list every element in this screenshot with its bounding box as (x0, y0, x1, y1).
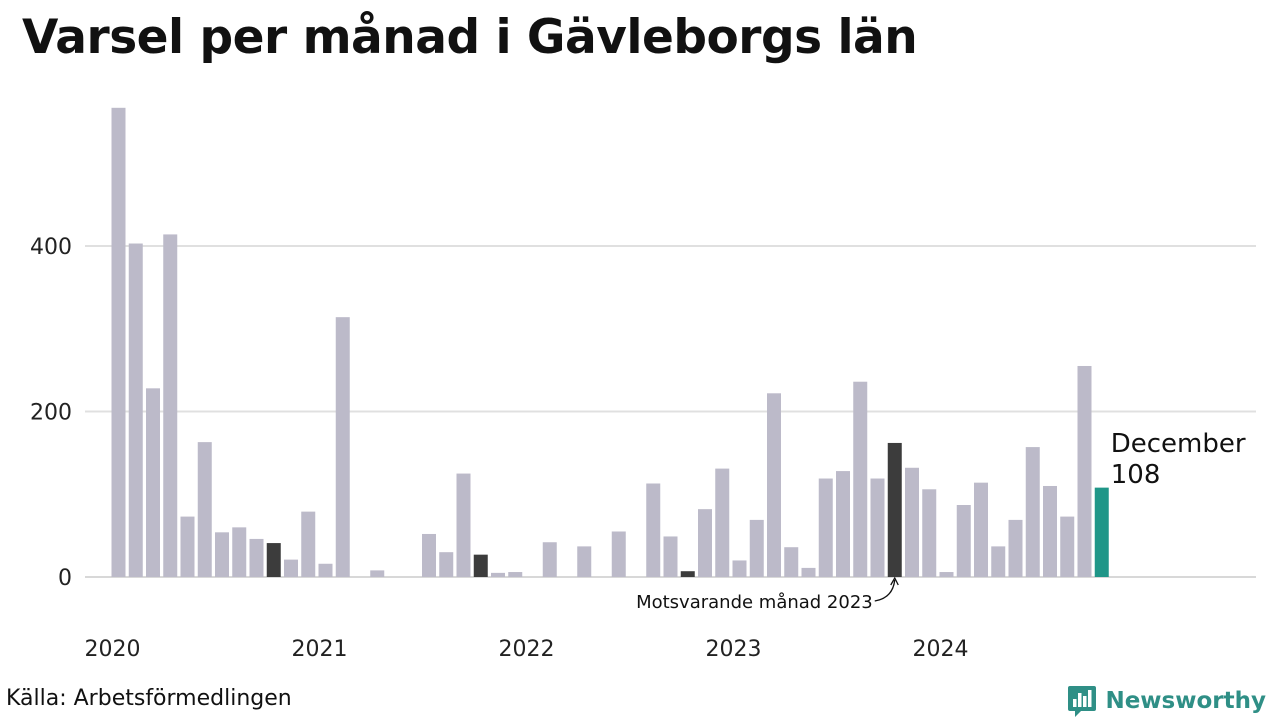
source-note: Källa: Arbetsförmedlingen (6, 686, 292, 711)
callout-arrowhead (890, 576, 899, 586)
bar (146, 388, 160, 577)
x-tick-label: 2022 (499, 637, 555, 662)
bar-chart: 0 200 400 2020 2021 2022 2023 2024 December108… (30, 107, 1256, 662)
highlight-value-label: 108 (1111, 460, 1161, 490)
bar (611, 531, 626, 577)
brand-name: Newsworthy (1105, 688, 1266, 714)
bar (197, 442, 212, 577)
bar (266, 543, 281, 577)
bar (128, 243, 143, 577)
bar (767, 393, 781, 577)
bar (335, 317, 350, 577)
bar (370, 570, 385, 577)
bar (836, 471, 850, 577)
bar (1025, 447, 1040, 577)
bar (508, 572, 523, 577)
bar (422, 533, 436, 577)
highlight-month-label: December (1111, 429, 1246, 459)
bar (456, 473, 471, 577)
bar (663, 536, 678, 577)
bar (853, 381, 868, 577)
callout-arrow (874, 579, 896, 602)
bar (956, 505, 971, 577)
bar (922, 489, 937, 577)
bar (749, 519, 764, 577)
brand-logo: Newsworthy (1067, 684, 1266, 718)
bar (801, 567, 816, 577)
y-tick-label: 0 (58, 566, 72, 591)
y-tick-label: 200 (30, 401, 72, 426)
bar (715, 468, 730, 577)
x-tick-label: 2023 (706, 637, 762, 662)
bar (215, 532, 229, 577)
bar (111, 107, 126, 578)
page-title: Varsel per månad i Gävleborgs län (22, 10, 918, 65)
y-axis: 0 200 400 (30, 235, 72, 591)
bar (301, 511, 316, 577)
bar (1008, 519, 1023, 577)
bar (180, 516, 195, 577)
callout-label: Motsvarande månad 2023 (636, 592, 873, 613)
bar (542, 542, 557, 577)
x-tick-label: 2021 (292, 637, 348, 662)
bar (905, 467, 919, 577)
bar (163, 234, 178, 578)
x-axis: 2020 2021 2022 2023 2024 (85, 637, 969, 662)
x-tick-label: 2020 (85, 637, 141, 662)
bar (870, 478, 885, 577)
bar (680, 571, 695, 577)
bar (991, 546, 1006, 577)
bar (249, 538, 264, 577)
bar (698, 509, 712, 577)
bar (818, 478, 833, 577)
bar (491, 572, 505, 577)
bar (1077, 365, 1092, 577)
bar (473, 554, 488, 577)
bar (232, 527, 247, 577)
bar (732, 560, 747, 577)
bar (577, 546, 592, 577)
bar (784, 547, 799, 577)
y-tick-label: 400 (30, 235, 72, 260)
x-tick-label: 2024 (913, 637, 969, 662)
bar (318, 563, 333, 577)
bars (111, 107, 1109, 578)
newsworthy-logo-icon (1068, 686, 1097, 717)
bar (939, 572, 954, 577)
bar (646, 483, 661, 577)
bar (1060, 516, 1075, 577)
bar (439, 552, 454, 577)
bar (1094, 487, 1109, 577)
bar (974, 482, 988, 577)
bar (1043, 485, 1057, 577)
bar (887, 442, 902, 577)
bar (284, 559, 298, 577)
